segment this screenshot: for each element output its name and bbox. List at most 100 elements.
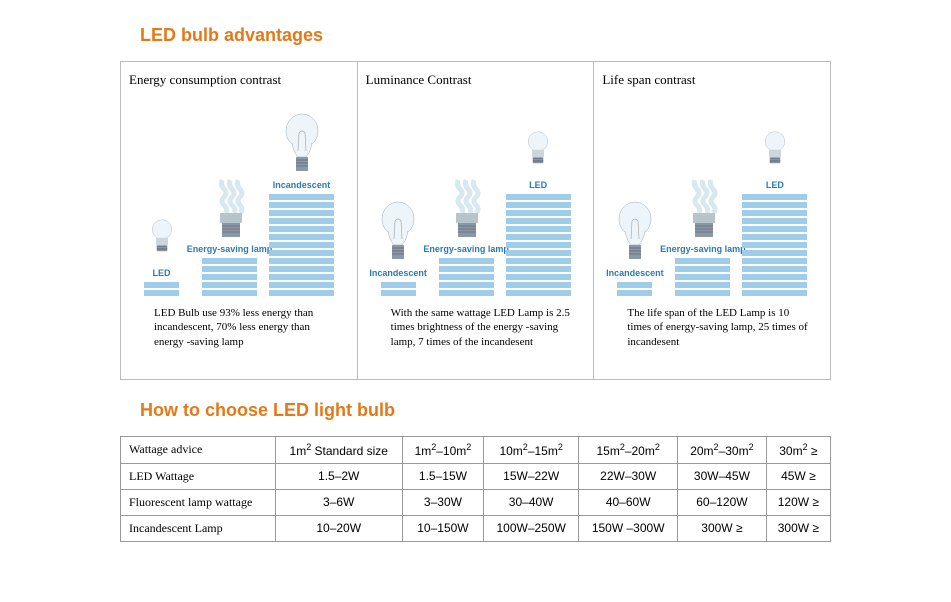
bar: [742, 258, 807, 264]
bar: [742, 266, 807, 272]
cfl-bulb-icon: [448, 171, 484, 243]
inc-bulb-icon: [284, 111, 320, 179]
table-cell: 1.5–2W: [275, 463, 402, 489]
table-row: Wattage advice1m2 Standard size1m2–10m21…: [121, 436, 831, 463]
table-cell: 300W ≥: [678, 515, 767, 541]
bulb-label: Incandescent: [369, 269, 427, 278]
bar: [742, 218, 807, 224]
bar: [506, 218, 571, 224]
bulb-label: Incandescent: [606, 269, 664, 278]
bar: [675, 266, 730, 272]
bar: [269, 218, 334, 224]
chart-area: LED Energy-saving lamp Incandescent: [129, 96, 349, 296]
bulb-label: Energy-saving lamp: [187, 245, 273, 254]
chart-column: Incandescent: [602, 199, 667, 296]
bulb-label: LED: [529, 181, 547, 190]
bar-stack: [197, 258, 262, 296]
led-bulb-icon: [520, 131, 556, 179]
table-cell: 22W–30W: [579, 463, 678, 489]
bar: [439, 290, 494, 296]
table-cell: 3–6W: [275, 489, 402, 515]
bar: [506, 250, 571, 256]
bulb-label: Energy-saving lamp: [660, 245, 746, 254]
bar: [269, 258, 334, 264]
section-title-advantages: LED bulb advantages: [140, 25, 831, 46]
bar: [617, 282, 652, 288]
table-row: Incandescent Lamp10–20W10–150W100W–250W1…: [121, 515, 831, 541]
bar: [506, 274, 571, 280]
table-cell: 120W ≥: [766, 489, 830, 515]
table-header-cell: 1m2 Standard size: [275, 436, 402, 463]
panel-caption: LED Bulb use 93% less energy than incand…: [129, 306, 349, 369]
table-header-cell: 10m2–15m2: [484, 436, 579, 463]
bar: [675, 282, 730, 288]
chart-area: Incandescent Energy-saving lampLED: [602, 96, 822, 296]
bulb-label: Incandescent: [273, 181, 331, 190]
table-header-cell: 15m2–20m2: [579, 436, 678, 463]
advantages-panels: Energy consumption contrastLEDEnergy-sav…: [120, 61, 831, 380]
bar: [269, 202, 334, 208]
bulb-label: LED: [153, 269, 171, 278]
bar-stack: [434, 258, 499, 296]
bar-stack: [129, 282, 194, 296]
bulb-label: Energy-saving lamp: [423, 245, 509, 254]
cfl-bulb-icon: [685, 171, 721, 243]
panel-title: Luminance Contrast: [366, 72, 586, 88]
bar: [269, 274, 334, 280]
table-cell: 40–60W: [579, 489, 678, 515]
bar: [269, 250, 334, 256]
bar: [202, 274, 257, 280]
section-title-choose: How to choose LED light bulb: [140, 400, 831, 421]
bar: [269, 210, 334, 216]
chart-column: LED: [129, 219, 194, 296]
panel-title: Life span contrast: [602, 72, 822, 88]
table-row: LED Wattage1.5–2W1.5–15W15W–22W22W–30W30…: [121, 463, 831, 489]
bar: [742, 202, 807, 208]
chart-column: LED: [742, 131, 807, 296]
chart-column: Incandescent: [366, 199, 431, 296]
table-cell: 10–20W: [275, 515, 402, 541]
bar-stack: [742, 194, 807, 296]
table-cell: 15W–22W: [484, 463, 579, 489]
bar: [506, 226, 571, 232]
bar: [675, 274, 730, 280]
bar: [506, 242, 571, 248]
wattage-table: Wattage advice1m2 Standard size1m2–10m21…: [120, 436, 831, 542]
table-header-cell: 1m2–10m2: [402, 436, 483, 463]
chart-column: Energy-saving lamp: [434, 171, 499, 296]
inc-bulb-icon: [617, 199, 653, 267]
bar: [742, 226, 807, 232]
bar: [269, 242, 334, 248]
bar: [675, 290, 730, 296]
bar: [439, 282, 494, 288]
table-cell: LED Wattage: [121, 463, 276, 489]
table-cell: Fluorescent lamp wattage: [121, 489, 276, 515]
bar: [506, 234, 571, 240]
cfl-bulb-icon: [212, 171, 248, 243]
bar: [439, 258, 494, 264]
bar: [506, 266, 571, 272]
bar: [144, 290, 179, 296]
bar: [506, 258, 571, 264]
bar: [506, 282, 571, 288]
bar: [144, 282, 179, 288]
table-cell: 300W ≥: [766, 515, 830, 541]
table-cell: Incandescent Lamp: [121, 515, 276, 541]
comparison-panel: Energy consumption contrastLEDEnergy-sav…: [121, 62, 358, 379]
bar: [742, 194, 807, 200]
table-cell: 60–120W: [678, 489, 767, 515]
panel-caption: The life span of the LED Lamp is 10 time…: [602, 306, 822, 369]
led-bulb-icon: [144, 219, 180, 267]
bar: [742, 290, 807, 296]
chart-column: Incandescent: [269, 111, 334, 296]
bar: [269, 266, 334, 272]
bar: [675, 258, 730, 264]
bar: [269, 282, 334, 288]
comparison-panel: Luminance Contrast Incandescent Energy-sav…: [358, 62, 595, 379]
table-cell: 1.5–15W: [402, 463, 483, 489]
bar: [506, 194, 571, 200]
bar: [742, 250, 807, 256]
bar: [439, 266, 494, 272]
bar: [742, 210, 807, 216]
inc-bulb-icon: [380, 199, 416, 267]
